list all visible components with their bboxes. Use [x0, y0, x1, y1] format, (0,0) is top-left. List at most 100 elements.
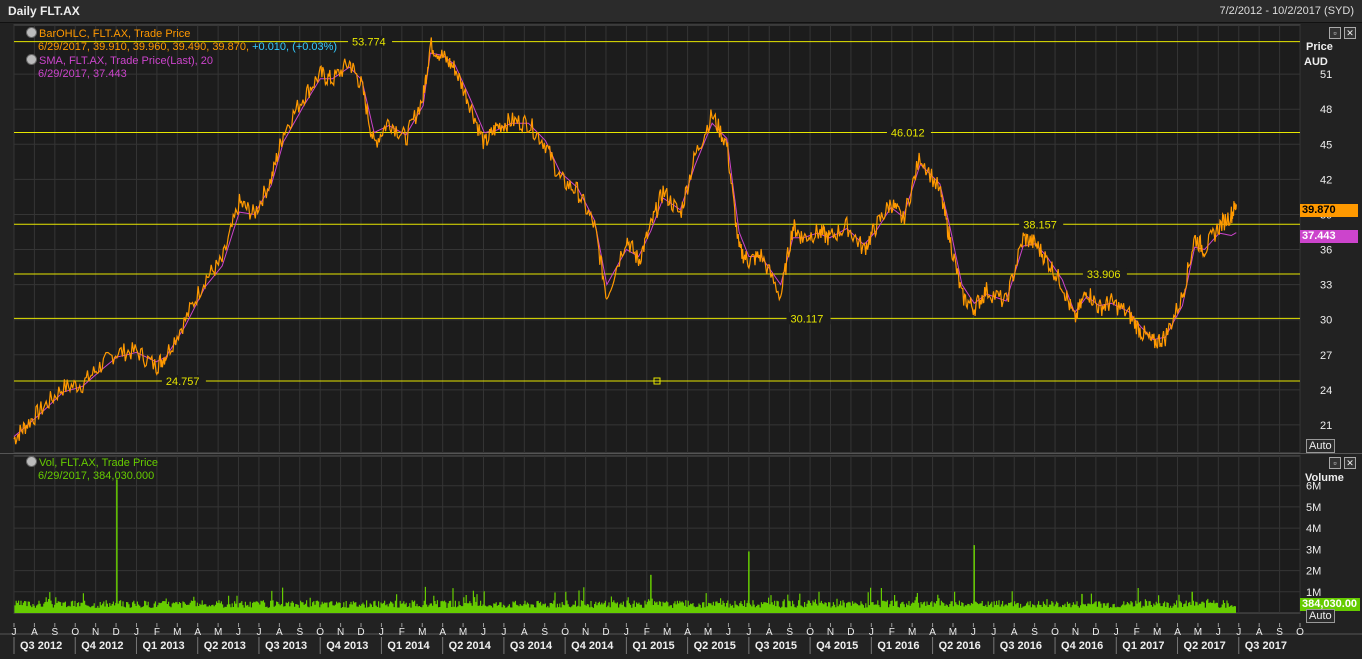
legend-settings-icon[interactable]: [26, 456, 37, 467]
month-label: D: [357, 627, 364, 638]
month-label: J: [1216, 627, 1221, 638]
support-line-label: 38.157: [1023, 219, 1057, 231]
volume-legend: Vol, FLT.AX, Trade Price 6/29/2017, 384,…: [26, 456, 158, 483]
month-label: D: [602, 627, 609, 638]
month-label: A: [1174, 627, 1181, 638]
support-line-label: 30.117: [790, 313, 823, 325]
sma-legend-name[interactable]: SMA, FLT.AX, Trade Price(Last), 20: [39, 55, 214, 67]
month-label: J: [1114, 627, 1119, 638]
month-label: A: [929, 627, 936, 638]
month-label: J: [379, 627, 384, 638]
volume-auto-scale-button[interactable]: Auto: [1306, 609, 1335, 623]
volume-panel: 1M 2M 3M 4M 5M 6M Vol, FLT.AX, Trade Price 6/…: [0, 453, 1362, 624]
volume-legend-values: 6/29/2017, 384,030.000: [38, 470, 155, 482]
price-tick-label: 42: [1320, 174, 1332, 186]
support-label-bg: [886, 126, 931, 139]
month-label: A: [766, 627, 773, 638]
quarter-label: Q4 2015: [816, 640, 858, 652]
quarter-label: Q4 2013: [326, 640, 368, 652]
date-range[interactable]: 7/2/2012 - 10/2/2017 (SYD): [1219, 5, 1354, 17]
line-handle: [653, 377, 661, 385]
quarter-label: Q3 2015: [755, 640, 797, 652]
month-label: J: [236, 627, 241, 638]
quarter-label: Q2 2014: [449, 640, 492, 652]
month-label: S: [541, 627, 548, 638]
month-label: M: [949, 627, 957, 638]
price-tick-label: 45: [1320, 139, 1332, 151]
month-label: J: [624, 627, 629, 638]
ohlc-legend-change: +0.010, (+0.03%): [252, 41, 338, 53]
price-chart[interactable]: 212427303336394245485153.77446.01238.157…: [0, 23, 1362, 453]
maximize-icon[interactable]: ▫: [1329, 27, 1341, 39]
month-label: J: [726, 627, 731, 638]
price-axis-unit: AUD: [1304, 56, 1328, 68]
quarter-label: Q4 2014: [571, 640, 614, 652]
quarter-label: Q3 2012: [20, 640, 62, 652]
month-label: D: [847, 627, 854, 638]
support-label-bg: [786, 312, 831, 325]
support-label-bg: [1082, 268, 1127, 281]
price-axis-title: Price: [1306, 41, 1333, 53]
support-line-label: 46.012: [891, 127, 925, 139]
month-label: M: [418, 627, 426, 638]
price-panel: 212427303336394245485153.77446.01238.157…: [0, 23, 1362, 453]
volume-legend-name[interactable]: Vol, FLT.AX, Trade Price: [39, 457, 159, 469]
window-title-bar: Daily FLT.AX 7/2/2012 - 10/2/2017 (SYD): [0, 0, 1362, 23]
support-line-label: 33.906: [1087, 269, 1121, 281]
month-label: A: [194, 627, 201, 638]
volume-axis-title: Volume: [1305, 472, 1344, 484]
quarter-label: Q4 2012: [81, 640, 123, 652]
month-label: J: [501, 627, 506, 638]
ohlc-legend-name[interactable]: BarOHLC, FLT.AX, Trade Price: [39, 28, 191, 40]
quarter-label: Q3 2016: [1000, 640, 1042, 652]
support-label-bg: [161, 375, 206, 388]
legend-settings-icon[interactable]: [26, 27, 37, 38]
volume-chart[interactable]: 1M 2M 3M 4M 5M 6M: [0, 454, 1362, 624]
month-label: N: [827, 627, 834, 638]
price-tick-label: 48: [1320, 104, 1332, 116]
month-label: N: [337, 627, 344, 638]
month-label: M: [459, 627, 467, 638]
month-label: J: [256, 627, 261, 638]
quarter-label: Q2 2016: [939, 640, 981, 652]
price-line: [13, 37, 1237, 445]
month-label: S: [51, 627, 58, 638]
quarter-label: Q3 2014: [510, 640, 553, 652]
month-label: A: [1011, 627, 1018, 638]
month-label: J: [12, 627, 17, 638]
volume-tick-label: 2M: [1306, 566, 1321, 578]
month-label: F: [889, 627, 895, 638]
volume-bars-baseline: [14, 586, 1236, 613]
month-label: S: [1276, 627, 1283, 638]
maximize-icon[interactable]: ▫: [1329, 457, 1341, 469]
month-label: O: [1051, 627, 1059, 638]
month-label: M: [704, 627, 712, 638]
support-label-bg: [1019, 218, 1064, 231]
volume-tick-label: 1M: [1306, 587, 1321, 599]
close-icon[interactable]: ✕: [1344, 27, 1356, 39]
month-label: A: [31, 627, 38, 638]
month-label: A: [439, 627, 446, 638]
last-sma-marker: 37.443: [1300, 230, 1358, 243]
ohlc-legend-values: 6/29/2017, 39.910, 39.960, 39.490, 39.87…: [38, 41, 250, 53]
month-label: J: [746, 627, 751, 638]
month-label: M: [663, 627, 671, 638]
quarter-label: Q2 2013: [204, 640, 246, 652]
sma-legend-values: 6/29/2017, 37.443: [38, 68, 127, 80]
month-label: F: [644, 627, 650, 638]
month-label: S: [296, 627, 303, 638]
support-line-label: 53.774: [352, 37, 386, 49]
close-icon[interactable]: ✕: [1344, 457, 1356, 469]
quarter-label: Q1 2017: [1122, 640, 1164, 652]
quarter-label: Q4 2016: [1061, 640, 1103, 652]
price-auto-scale-button[interactable]: Auto: [1306, 439, 1335, 453]
volume-tick-label: 4M: [1306, 523, 1321, 535]
volume-tick-label: 6M: [1306, 481, 1321, 493]
month-label: A: [521, 627, 528, 638]
window-title: Daily FLT.AX: [8, 4, 80, 18]
legend-settings-icon[interactable]: [26, 54, 37, 65]
quarter-label: Q3 2017: [1245, 640, 1287, 652]
price-legend: BarOHLC, FLT.AX, Trade Price 6/29/2017, …: [26, 27, 337, 81]
month-label: J: [971, 627, 976, 638]
